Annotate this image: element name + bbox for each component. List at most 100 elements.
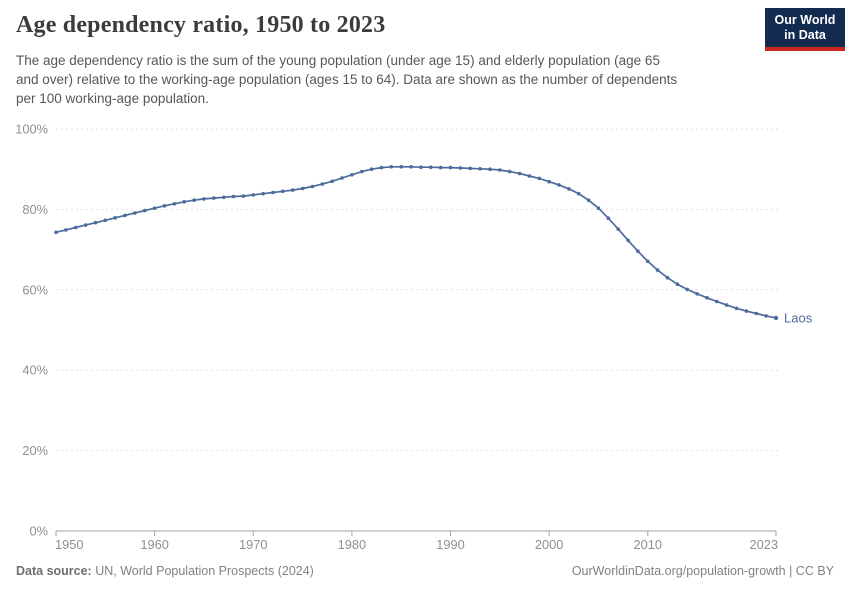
owid-logo-text: Our World <box>774 13 836 27</box>
y-axis-label: 40% <box>22 363 48 378</box>
data-point <box>162 204 167 208</box>
data-point <box>290 188 295 192</box>
data-point <box>705 296 709 300</box>
page-title: Age dependency ratio, 1950 to 2023 <box>16 12 386 38</box>
x-axis-label: 2000 <box>535 537 563 552</box>
data-point <box>557 183 561 187</box>
data-source: Data source: UN, World Population Prospe… <box>16 564 314 578</box>
data-point <box>527 174 532 178</box>
y-axis-label: 100% <box>15 122 48 137</box>
subtitle-line: per 100 working-age population. <box>16 91 209 106</box>
data-point <box>488 167 492 171</box>
data-point <box>300 186 305 191</box>
series-label[interactable]: Laos <box>784 310 813 325</box>
data-point <box>616 227 620 231</box>
data-point <box>695 292 699 296</box>
data-source-label: Data source: <box>16 564 92 578</box>
data-point <box>448 165 453 170</box>
data-point <box>360 169 364 174</box>
data-point <box>73 225 78 230</box>
x-axis-label: 1980 <box>338 537 366 552</box>
data-point <box>192 198 196 202</box>
y-axis-label: 0% <box>30 524 49 539</box>
data-point <box>202 197 206 201</box>
data-point <box>596 206 601 210</box>
chart-line[interactable] <box>55 165 777 319</box>
data-point <box>429 165 433 169</box>
data-point <box>320 182 325 186</box>
owid-logo[interactable]: Our World in Data <box>765 8 845 51</box>
data-point <box>241 194 246 198</box>
chart-footer: Data source: UN, World Population Prospe… <box>16 564 834 578</box>
data-point <box>231 194 236 199</box>
subtitle-line: The age dependency ratio is the sum of t… <box>16 53 660 68</box>
data-point <box>507 169 512 174</box>
y-axis-label: 80% <box>22 202 48 217</box>
data-point <box>133 211 137 215</box>
data-point <box>458 166 463 170</box>
data-point <box>478 167 482 171</box>
data-point <box>221 195 226 200</box>
y-axis-label: 20% <box>22 443 48 458</box>
data-point <box>754 311 759 316</box>
data-point <box>685 287 689 292</box>
x-axis-label: 2010 <box>634 537 662 552</box>
data-point <box>646 259 650 264</box>
chart-subtitle: The age dependency ratio is the sum of t… <box>16 51 677 108</box>
data-point <box>310 184 315 189</box>
data-point <box>655 268 660 272</box>
data-point <box>281 189 285 194</box>
data-point <box>271 190 275 195</box>
data-point <box>83 223 88 227</box>
x-axis-label: 1970 <box>239 537 267 552</box>
data-point <box>64 228 68 232</box>
data-point <box>547 179 551 184</box>
data-point <box>734 306 739 311</box>
data-point <box>567 187 571 191</box>
data-point <box>212 196 216 200</box>
data-point <box>399 165 404 169</box>
data-point <box>537 176 542 181</box>
data-point <box>665 275 670 280</box>
line-chart[interactable]: 0% 20% 40% 60% 80% 100% 1950 1960 1970 1980 1990 20… <box>0 115 850 560</box>
data-point <box>113 216 117 220</box>
y-axis-label: 60% <box>22 282 48 297</box>
data-point <box>172 202 177 206</box>
data-point <box>764 314 768 318</box>
data-point <box>379 165 384 170</box>
data-point <box>123 213 127 218</box>
data-point <box>576 191 581 196</box>
data-point <box>419 165 423 169</box>
data-source-value: UN, World Population Prospects (2024) <box>95 564 314 578</box>
owid-logo-text: in Data <box>784 28 826 42</box>
data-point <box>468 166 473 171</box>
data-point <box>93 220 98 225</box>
data-point <box>330 179 335 184</box>
data-point <box>498 168 502 172</box>
data-point <box>261 191 265 196</box>
x-axis-label: 1990 <box>436 537 464 552</box>
data-point <box>152 206 157 210</box>
data-point <box>369 167 374 171</box>
data-point <box>409 165 413 169</box>
data-point <box>251 193 256 197</box>
data-point <box>103 218 108 223</box>
data-point <box>143 208 147 213</box>
data-point <box>715 299 719 304</box>
data-point <box>389 165 394 169</box>
data-point <box>626 238 630 243</box>
data-point <box>350 173 354 177</box>
x-axis-label: 2023 <box>750 537 778 552</box>
data-point <box>773 315 779 321</box>
data-point <box>517 171 522 176</box>
data-point <box>438 165 443 170</box>
data-point <box>675 282 680 286</box>
data-point <box>724 303 729 307</box>
subtitle-line: and over) relative to the working-age po… <box>16 72 678 87</box>
data-point <box>54 230 58 235</box>
footer-link[interactable]: OurWorldinData.org/population-growth | C… <box>571 564 834 578</box>
data-point <box>744 309 749 313</box>
data-point <box>586 198 591 202</box>
x-axis-label: 1960 <box>140 537 168 552</box>
data-point <box>606 216 611 220</box>
